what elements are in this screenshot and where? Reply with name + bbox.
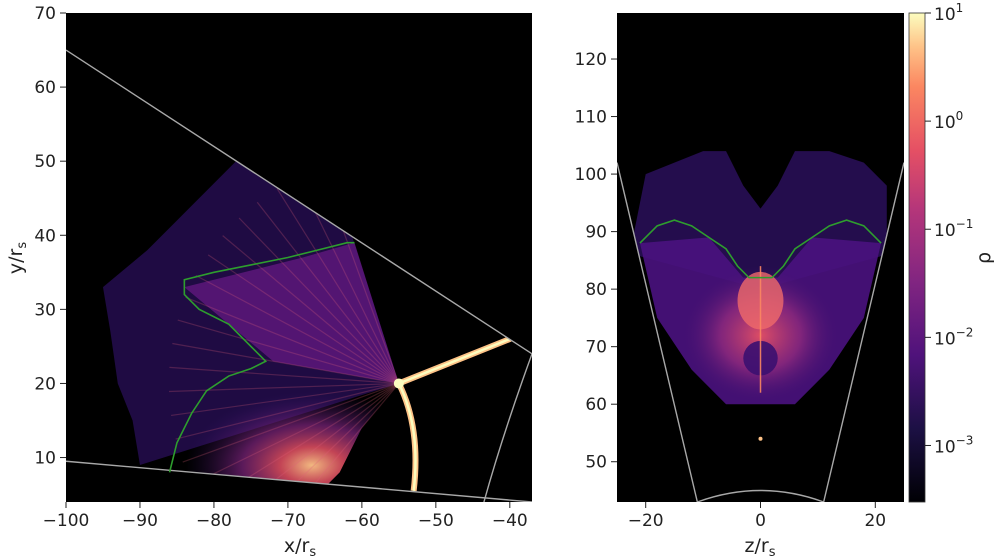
density-ray	[238, 217, 400, 384]
right-x-axis-label: z/rs	[745, 535, 776, 557]
mask-upper	[66, 13, 532, 354]
right-x-tick-label: 20	[864, 511, 886, 531]
density-ray	[275, 383, 400, 502]
right-density-field	[617, 151, 904, 502]
density-ray	[169, 366, 399, 385]
wedge-boundary-upper	[66, 49, 532, 355]
right-contour	[639, 219, 882, 279]
density-ray	[182, 382, 400, 463]
left-x-tick-label: −80	[196, 511, 232, 531]
left-contour	[168, 241, 355, 473]
colorbar-ticks: 101 100 10−1 10−2 10−3	[925, 1, 973, 457]
density-ray	[185, 296, 400, 385]
left-x-tick-label: −60	[344, 511, 380, 531]
left-x-tick-label: −90	[122, 511, 158, 531]
left-x-tick-label: −100	[43, 511, 90, 531]
left-density-field	[66, 13, 532, 502]
right-y-tick-label: 80	[585, 280, 607, 300]
left-x-tick-label: −40	[492, 511, 528, 531]
density-ray	[256, 201, 400, 384]
wedge-boundary-outer	[483, 353, 532, 502]
colorbar-gradient	[908, 12, 926, 503]
left-y-tick-label: 40	[34, 226, 56, 246]
right-y-tick-label: 50	[585, 453, 607, 473]
left-x-axis-label: x/rs	[284, 535, 316, 557]
density-ray	[177, 319, 400, 385]
left-x-tick-label: −50	[418, 511, 454, 531]
colorbar-tick-label: 10−2	[934, 325, 973, 349]
left-y-tick-label: 70	[34, 4, 56, 24]
left-y-tick-label: 20	[34, 374, 56, 394]
colorbar: 101 100 10−1 10−2 10−3 ρ	[908, 1, 995, 503]
upper-fan	[184, 242, 399, 384]
density-ray	[207, 254, 400, 384]
left-y-axis-label: y/rs	[5, 242, 30, 274]
right-ticks: −20 0 20 50 60 70 80 90 100 110 120	[575, 50, 887, 531]
colorbar-tick-label: 10−1	[934, 217, 973, 241]
density-ray	[222, 235, 400, 384]
hotspot	[758, 436, 763, 441]
density-ray	[191, 382, 400, 485]
density-ray	[298, 383, 400, 502]
right-y-tick-label: 70	[585, 338, 607, 358]
right-y-tick-label: 110	[575, 108, 607, 128]
right-y-tick-label: 120	[575, 50, 607, 70]
bright-fan	[169, 361, 399, 495]
cone-boundary-inner	[697, 489, 824, 502]
wedge-boundary-lower	[66, 460, 532, 502]
shock-arm-lower-core	[397, 382, 417, 492]
shock-arm-upper-core	[398, 337, 511, 385]
density-ray	[195, 274, 400, 384]
colorbar-label: ρ	[973, 252, 995, 264]
right-x-tick-label: −20	[628, 511, 664, 531]
colorbar-tick-label: 101	[934, 1, 963, 25]
left-panel: −100 −90 −80 −70 −60 −50 −40 10 20 30 40 50 60 70 x/r…	[5, 4, 532, 557]
density-ray	[171, 382, 399, 417]
density-ray	[276, 188, 400, 384]
left-y-tick-label: 30	[34, 300, 56, 320]
left-y-tick-label: 10	[34, 449, 56, 469]
colorbar-tick-label: 10−3	[934, 433, 973, 457]
right-panel: −20 0 20 50 60 70 80 90 100 110 120 z/rs	[575, 13, 904, 557]
right-y-tick-label: 90	[585, 223, 607, 243]
density-ray	[175, 382, 400, 440]
colorbar-tick-label: 100	[934, 109, 963, 133]
shock-center	[393, 378, 404, 389]
right-y-tick-label: 100	[575, 165, 607, 185]
density-ray	[172, 342, 399, 385]
right-x-tick-label: 0	[755, 511, 766, 531]
left-x-tick-label: −70	[270, 511, 306, 531]
left-y-tick-label: 50	[34, 152, 56, 172]
cone-boundary-right	[822, 162, 904, 502]
right-y-tick-label: 60	[585, 395, 607, 415]
left-y-tick-label: 60	[34, 78, 56, 98]
left-ticks: −100 −90 −80 −70 −60 −50 −40 10 20 30 40 50 60 70	[34, 4, 527, 531]
cone-boundary-left	[617, 162, 699, 502]
